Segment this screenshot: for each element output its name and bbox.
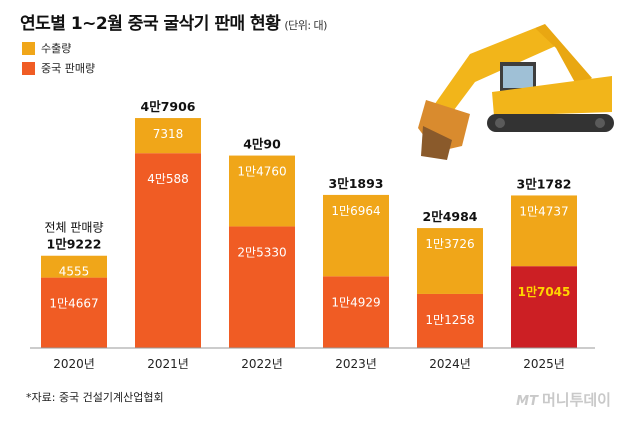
bar-export-2021년 [135,118,201,154]
x-tick-label-2023년: 2023년 [335,357,377,371]
total-sales-note: 전체 판매량 [44,221,103,235]
logo-mark: MT [516,394,538,409]
x-tick-label-2024년: 2024년 [429,357,471,371]
value-label-domestic-2025년: 1만7045 [518,284,571,299]
total-label-2024년: 2만4984 [423,209,478,224]
value-label-export-2021년: 7318 [153,127,184,141]
value-label-export-2025년: 1만4737 [519,204,568,218]
legend-label-export: 수출량 [41,42,72,55]
legend-swatch-domestic [22,61,35,75]
value-label-domestic-2021년: 4만588 [147,172,189,186]
value-label-export-2020년: 4555 [59,265,90,279]
bar-domestic-2025년 [511,266,577,348]
total-label-2021년: 4만7906 [141,99,196,114]
value-label-domestic-2022년: 2만5330 [237,245,286,259]
unit-note: (단위: 대) [284,19,327,32]
bar-export-2020년 [41,255,107,278]
total-label-2022년: 4만90 [243,137,281,152]
value-label-export-2024년: 1만3726 [425,237,474,251]
value-label-domestic-2023년: 1만4929 [331,295,380,309]
legend-item-domestic: 중국 판매량 [22,60,95,76]
bar-domestic-2020년 [41,277,107,348]
value-label-domestic-2020년: 1만4667 [49,297,98,311]
publisher-logo: MT 머니투데이 [516,389,611,410]
logo-text: 머니투데이 [541,391,611,409]
bar-domestic-2021년 [135,153,201,348]
bar-domestic-2023년 [323,276,389,348]
value-label-export-2023년: 1만6964 [331,204,380,218]
bar-domestic-2024년 [417,293,483,348]
bar-export-2023년 [323,194,389,277]
bar-domestic-2022년 [229,226,295,348]
x-tick-label-2022년: 2022년 [241,357,283,371]
legend-item-export: 수출량 [22,40,71,56]
total-label-2020년: 1만9222 [47,237,102,252]
value-label-domestic-2024년: 1만1258 [425,313,474,327]
bar-export-2025년 [511,195,577,267]
chart-title: 연도별 1~2월 중국 굴삭기 판매 현황 (단위: 대) [20,9,327,34]
x-tick-label-2021년: 2021년 [147,357,189,371]
source-note: *자료: 중국 건설기계산업협회 [26,391,164,404]
legend-label-domestic: 중국 판매량 [41,62,96,75]
bar-export-2022년 [229,155,295,227]
x-tick-label-2020년: 2020년 [53,357,95,371]
value-label-export-2022년: 1만4760 [237,165,286,179]
excavator-illustration [418,24,614,160]
x-tick-label-2025년: 2025년 [523,357,565,371]
total-label-2025년: 3만1782 [517,176,572,191]
total-label-2023년: 3만1893 [329,176,384,191]
chart-title-text: 연도별 1~2월 중국 굴삭기 판매 현황 [20,14,281,34]
legend-swatch-export [22,41,35,55]
bar-export-2024년 [417,228,483,294]
